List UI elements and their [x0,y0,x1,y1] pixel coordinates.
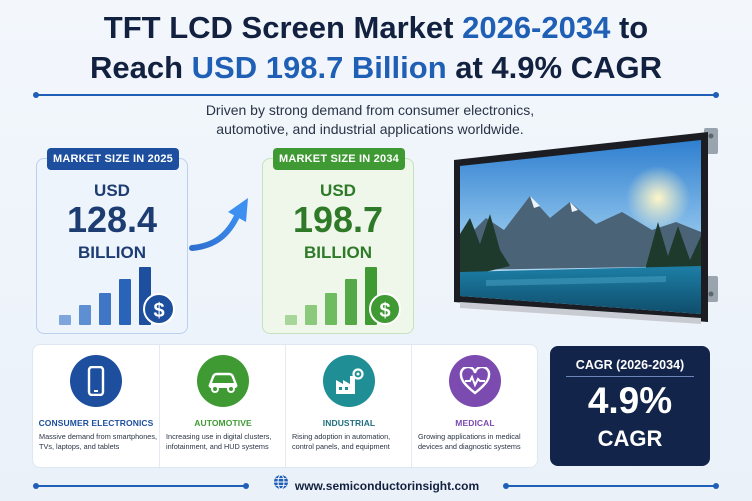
application-description: Massive demand from smartphones, TVs, la… [39,432,159,452]
growth-arrow-icon [188,196,254,252]
application-description: Increasing use in digital clusters, info… [166,432,286,452]
application-medical: MEDICAL Growing applications in medical … [411,345,537,469]
title-market-value: USD 198.7 Billion [192,50,447,85]
market-2034-unit: BILLION [263,243,413,263]
cagr-value: 4.9% [550,380,710,422]
application-description-line-1: Increasing use in digital clusters, [166,432,286,442]
bar-growth-icon [285,265,377,325]
page-title: TFT LCD Screen Market 2026-2034 to Reach… [0,8,752,88]
application-description-line-2: infotainment, and HUD systems [166,442,286,452]
application-description-line-2: control panels, and equipment [292,442,412,452]
bar-growth-icon [59,265,151,325]
market-2025-value: 128.4 [37,199,187,241]
title-divider [36,94,716,96]
tft-lcd-monitor-illustration [446,126,722,330]
smartphone-icon [70,355,122,407]
cagr-box: CAGR (2026-2034) 4.9% CAGR [550,346,710,466]
globe-icon [273,474,289,497]
market-size-2034-label: MARKET SIZE IN 2034 [273,148,405,170]
dollar-coin-icon: $ [369,293,401,325]
market-2034-value: 198.7 [263,199,413,241]
application-title: MEDICAL [412,418,538,428]
application-description-line-1: Rising adoption in automation, [292,432,412,442]
title-part-4: Reach [90,50,192,85]
application-consumer-electronics: CONSUMER ELECTRONICS Massive demand from… [33,345,159,469]
title-part-6: at 4.9% CAGR [447,50,662,85]
applications-panel: CONSUMER ELECTRONICS Massive demand from… [32,344,538,468]
application-description: Growing applications in medical devices … [418,432,538,452]
cagr-unit: CAGR [550,426,710,452]
heart-pulse-icon [449,355,501,407]
application-title: AUTOMOTIVE [160,418,286,428]
application-description-line-2: devices and diagnostic systems [418,442,538,452]
application-description-line-1: Massive demand from smartphones, [39,432,159,442]
market-2025-currency: USD [37,181,187,201]
title-part-3: to [610,10,648,45]
application-industrial: INDUSTRIAL Rising adoption in automation… [285,345,411,469]
car-icon [197,355,249,407]
application-automotive: AUTOMOTIVE Increasing use in digital clu… [159,345,285,469]
application-description-line-2: TVs, laptops, and tablets [39,442,159,452]
footer: www.semiconductorinsight.com [0,474,752,497]
cagr-divider [566,376,694,377]
market-size-2034-card: MARKET SIZE IN 2034 USD 198.7 BILLION $ [262,158,414,334]
subtitle-line-1: Driven by strong demand from consumer el… [150,101,590,120]
title-period: 2026-2034 [462,10,610,45]
market-size-2025-card: MARKET SIZE IN 2025 USD 128.4 BILLION $ [36,158,188,334]
title-part-1: TFT LCD Screen Market [104,10,462,45]
cagr-label: CAGR (2026-2034) [550,358,710,372]
application-title: INDUSTRIAL [286,418,412,428]
market-size-2025-label: MARKET SIZE IN 2025 [47,148,179,170]
market-2025-unit: BILLION [37,243,187,263]
dollar-coin-icon: $ [143,293,175,325]
application-description: Rising adoption in automation, control p… [292,432,412,452]
application-title: CONSUMER ELECTRONICS [33,418,159,428]
application-description-line-1: Growing applications in medical [418,432,538,442]
market-2034-currency: USD [263,181,413,201]
factory-gear-icon [323,355,375,407]
website-link[interactable]: www.semiconductorinsight.com [295,479,479,493]
